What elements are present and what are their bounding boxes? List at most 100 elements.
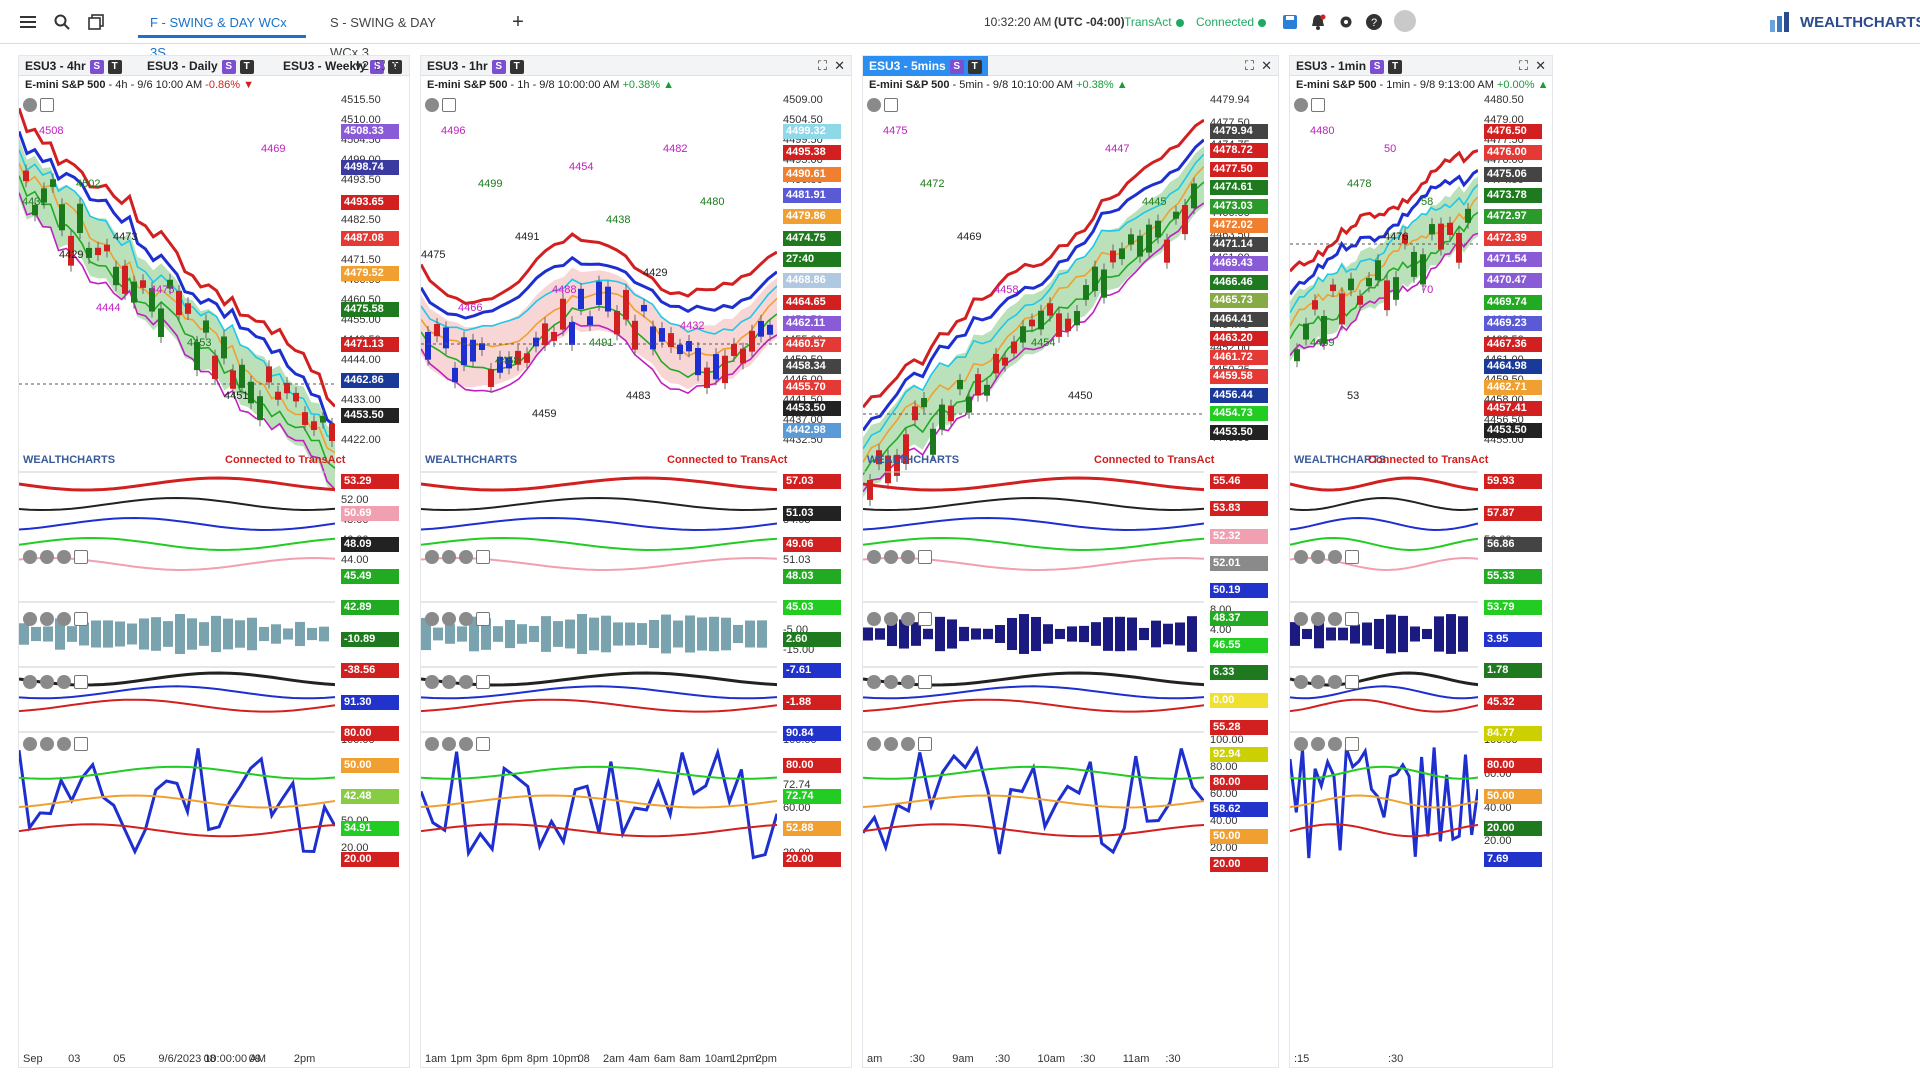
pane-add-icon[interactable] — [74, 612, 88, 626]
pane-add-icon[interactable] — [918, 612, 932, 626]
pane-controls[interactable] — [867, 675, 932, 689]
pane-control-icon[interactable] — [23, 612, 37, 626]
pane-controls[interactable] — [425, 737, 490, 751]
pane-control-icon[interactable] — [1294, 675, 1308, 689]
pane-controls[interactable] — [1294, 550, 1359, 564]
maximize-icon[interactable]: ⛶ — [817, 58, 827, 73]
close-icon[interactable]: ✕ — [1535, 58, 1546, 73]
layouts-icon[interactable] — [86, 12, 106, 32]
pane-control-icon[interactable] — [40, 675, 54, 689]
close-icon[interactable]: ✕ — [1261, 58, 1272, 73]
pane-control-icon[interactable] — [57, 737, 71, 751]
strategy-badge[interactable]: S — [370, 59, 385, 74]
pane-control-icon[interactable] — [867, 612, 881, 626]
pane-controls[interactable] — [1294, 675, 1359, 689]
chart-controls[interactable] — [867, 98, 898, 112]
pane-control-icon[interactable] — [884, 612, 898, 626]
pane-control-icon[interactable] — [459, 675, 473, 689]
price-chart[interactable]: 4508 4502 4473 4475 4453 4451 4469 4431 4429 4444 — [19, 94, 335, 1068]
pane-control-icon[interactable] — [1328, 612, 1342, 626]
pane-control-icon[interactable] — [425, 612, 439, 626]
price-chart[interactable]: 4480 4478 4476 70 4469 53 50 58 — [1290, 94, 1478, 1068]
pane-control-icon[interactable] — [1328, 550, 1342, 564]
pane-control-icon[interactable] — [1311, 550, 1325, 564]
save-icon[interactable] — [1280, 12, 1300, 32]
pane-controls[interactable] — [23, 675, 88, 689]
pane-control-icon[interactable] — [57, 612, 71, 626]
help-icon[interactable]: ? — [1364, 12, 1384, 32]
maximize-icon[interactable]: ⛶ — [1518, 58, 1528, 73]
chart-controls[interactable] — [23, 98, 54, 112]
pane-add-icon[interactable] — [1345, 550, 1359, 564]
pane-control-icon[interactable] — [1328, 737, 1342, 751]
trade-badge[interactable]: T — [967, 59, 982, 74]
pane-control-icon[interactable] — [867, 550, 881, 564]
chart-controls[interactable] — [1294, 98, 1325, 112]
strategy-badge[interactable]: S — [949, 59, 964, 74]
pane-control-icon[interactable] — [425, 737, 439, 751]
pane-control-icon[interactable] — [884, 737, 898, 751]
pane-controls[interactable] — [23, 737, 88, 751]
chart-add-icon[interactable] — [40, 98, 54, 112]
pane-controls[interactable] — [23, 550, 88, 564]
pane-controls[interactable] — [867, 737, 932, 751]
pane-control-icon[interactable] — [867, 675, 881, 689]
pane-control-icon[interactable] — [425, 550, 439, 564]
pane-controls[interactable] — [425, 675, 490, 689]
close-icon[interactable]: ✕ — [392, 58, 403, 73]
gear-icon[interactable] — [1336, 12, 1356, 32]
pane-add-icon[interactable] — [476, 612, 490, 626]
pane-controls[interactable] — [23, 612, 88, 626]
broker-status[interactable]: TransAct — [1124, 15, 1184, 29]
pane-control-icon[interactable] — [23, 675, 37, 689]
chart-reset-icon[interactable] — [23, 98, 37, 112]
pane-control-icon[interactable] — [442, 612, 456, 626]
pane-control-icon[interactable] — [442, 675, 456, 689]
chart-controls[interactable] — [425, 98, 456, 112]
close-icon[interactable]: ✕ — [834, 58, 845, 73]
maximize-icon[interactable]: ⛶ — [1244, 58, 1254, 73]
pane-controls[interactable] — [1294, 737, 1359, 751]
pane-control-icon[interactable] — [23, 550, 37, 564]
bell-icon[interactable] — [1308, 12, 1328, 32]
pane-controls[interactable] — [425, 550, 490, 564]
pane-control-icon[interactable] — [1311, 737, 1325, 751]
pane-add-icon[interactable] — [1345, 675, 1359, 689]
pane-control-icon[interactable] — [23, 737, 37, 751]
trade-badge[interactable]: T — [1388, 59, 1403, 74]
panel-tab[interactable]: ESU3 - 4hr S T — [19, 56, 128, 76]
avatar[interactable] — [1394, 10, 1416, 32]
pane-add-icon[interactable] — [476, 737, 490, 751]
pane-add-icon[interactable] — [74, 737, 88, 751]
connection-status[interactable]: Connected — [1196, 15, 1267, 29]
pane-control-icon[interactable] — [901, 737, 915, 751]
panel-tab[interactable]: ESU3 - Daily S T — [141, 56, 260, 76]
pane-add-icon[interactable] — [1345, 612, 1359, 626]
pane-control-icon[interactable] — [1294, 737, 1308, 751]
pane-control-icon[interactable] — [1294, 612, 1308, 626]
chart-add-icon[interactable] — [442, 98, 456, 112]
pane-control-icon[interactable] — [57, 550, 71, 564]
pane-add-icon[interactable] — [918, 737, 932, 751]
pane-control-icon[interactable] — [901, 612, 915, 626]
trade-badge[interactable]: T — [509, 59, 524, 74]
pane-control-icon[interactable] — [901, 675, 915, 689]
chart-add-icon[interactable] — [1311, 98, 1325, 112]
pane-control-icon[interactable] — [459, 550, 473, 564]
pane-add-icon[interactable] — [918, 675, 932, 689]
pane-control-icon[interactable] — [459, 737, 473, 751]
menu-icon[interactable] — [18, 12, 38, 32]
trade-badge[interactable]: T — [239, 59, 254, 74]
pane-control-icon[interactable] — [57, 675, 71, 689]
panel-tab[interactable]: ESU3 - Weekly S T — [277, 56, 408, 76]
pane-controls[interactable] — [425, 612, 490, 626]
pane-control-icon[interactable] — [1328, 675, 1342, 689]
price-chart[interactable]: 4475 4472 4469 4458 4454 4450 4447 4445 — [863, 94, 1204, 1068]
chart-reset-icon[interactable] — [1294, 98, 1308, 112]
pane-control-icon[interactable] — [425, 675, 439, 689]
chart-reset-icon[interactable] — [425, 98, 439, 112]
price-chart[interactable]: 4496 4499 4491 4488 4491 4483 4482 4480 4475 4466… — [421, 94, 777, 1068]
pane-control-icon[interactable] — [40, 550, 54, 564]
workspace-tab-2[interactable]: S - SWING & DAY WCx 3... — [330, 15, 436, 60]
pane-controls[interactable] — [867, 612, 932, 626]
